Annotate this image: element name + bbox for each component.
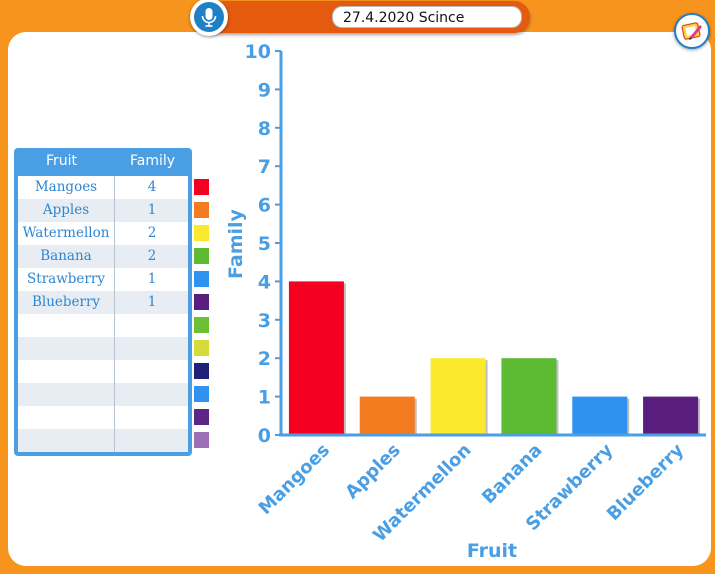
table-row[interactable]: Apples 1 (18, 199, 210, 222)
row-background (18, 222, 188, 245)
color-swatch[interactable] (193, 316, 210, 334)
x-tick-label: Banana (478, 440, 546, 508)
row-background (18, 360, 188, 383)
color-swatch[interactable] (193, 178, 210, 196)
bar-strawberry[interactable] (572, 396, 628, 435)
title-field[interactable]: 27.4.2020 Scince (332, 6, 522, 28)
cell-fruit[interactable]: Strawberry (27, 271, 105, 287)
cell-fruit[interactable]: Apples (42, 202, 90, 218)
drawing-tools-button[interactable] (674, 13, 710, 49)
table-row[interactable]: Mangoes 4 (18, 176, 210, 199)
cell-family[interactable]: 4 (114, 176, 189, 199)
table-row[interactable]: Banana 2 (18, 245, 210, 268)
bar-apples[interactable] (359, 396, 415, 435)
row-background (18, 406, 188, 429)
row-background (18, 268, 188, 291)
color-swatch[interactable] (193, 201, 210, 219)
cell-family[interactable]: 1 (114, 268, 189, 291)
cell-family[interactable] (114, 406, 189, 429)
y-tick-label: 8 (258, 118, 271, 140)
row-background (18, 429, 188, 452)
bar-mangoes[interactable] (288, 281, 344, 435)
color-swatch[interactable] (193, 362, 210, 380)
header-fruit: Fruit (46, 153, 78, 169)
color-swatch[interactable] (193, 270, 210, 288)
row-background (18, 245, 188, 268)
cell-family[interactable]: 1 (114, 199, 189, 222)
y-tick-label: 5 (258, 233, 271, 255)
microphone-button[interactable] (190, 0, 228, 36)
color-swatch[interactable] (193, 247, 210, 265)
color-swatch[interactable] (193, 385, 210, 403)
row-background (18, 291, 188, 314)
table-row[interactable]: Watermellon 2 (18, 222, 210, 245)
row-background (18, 314, 188, 337)
bars (288, 281, 701, 435)
y-axis-title: Family (225, 208, 247, 279)
color-swatch[interactable] (193, 293, 210, 311)
row-background (18, 199, 188, 222)
row-background (18, 337, 188, 360)
y-tick-label: 10 (245, 41, 271, 63)
x-tick-label: Apples (341, 440, 404, 503)
row-background (18, 176, 188, 199)
y-tick-label: 1 (258, 387, 271, 409)
y-tick-label: 7 (258, 156, 271, 178)
x-tick-label: Mangoes (255, 440, 334, 519)
table-header: Fruit Family (14, 148, 192, 176)
cell-family[interactable]: 1 (114, 291, 189, 314)
cell-family[interactable] (114, 314, 189, 337)
data-table: Fruit Family Mangoes 4 Apples 1 Watermellon 2… (14, 148, 210, 456)
row-background (18, 383, 188, 406)
y-tick-label: 4 (258, 271, 271, 293)
table-row[interactable] (18, 337, 210, 360)
y-axis-ticks: 0 1 2 3 4 5 6 7 8 9 10 (245, 41, 281, 447)
x-tick-label: Blueberry (603, 440, 688, 525)
table-row[interactable] (18, 360, 210, 383)
table-row[interactable] (18, 406, 210, 429)
cell-family[interactable] (114, 429, 189, 452)
microphone-icon (194, 2, 224, 32)
drawing-tools-icon (681, 22, 702, 40)
cell-family[interactable] (114, 337, 189, 360)
bar-banana[interactable] (501, 358, 557, 435)
y-tick-label: 9 (258, 79, 271, 101)
cell-fruit[interactable]: Banana (40, 248, 92, 264)
cell-family[interactable]: 2 (114, 245, 189, 268)
table-row[interactable] (18, 383, 210, 406)
table-row[interactable] (18, 314, 210, 337)
bar-blueberry[interactable] (643, 396, 699, 435)
bar-watermellon[interactable] (430, 358, 486, 435)
table-row[interactable] (18, 429, 210, 452)
y-tick-label: 6 (258, 195, 271, 217)
color-swatch[interactable] (193, 408, 210, 426)
color-swatch[interactable] (193, 224, 210, 242)
x-axis-title: Fruit (467, 540, 517, 562)
cell-family[interactable]: 2 (114, 222, 189, 245)
y-tick-label: 3 (258, 310, 271, 332)
table-body: Mangoes 4 Apples 1 Watermellon 2 Banana 2 Strawb… (18, 176, 210, 452)
y-tick-label: 0 (258, 425, 271, 447)
cell-fruit[interactable]: Blueberry (31, 294, 101, 310)
cell-family[interactable] (114, 383, 189, 406)
cell-fruit[interactable]: Mangoes (34, 179, 98, 195)
color-swatch[interactable] (193, 339, 210, 357)
table-row[interactable]: Blueberry 1 (18, 291, 210, 314)
color-swatch[interactable] (193, 431, 210, 449)
table-row[interactable]: Strawberry 1 (18, 268, 210, 291)
cell-family[interactable] (114, 360, 189, 383)
header-family: Family (130, 153, 176, 169)
y-tick-label: 2 (258, 348, 271, 370)
cell-fruit[interactable]: Watermellon (22, 225, 110, 241)
